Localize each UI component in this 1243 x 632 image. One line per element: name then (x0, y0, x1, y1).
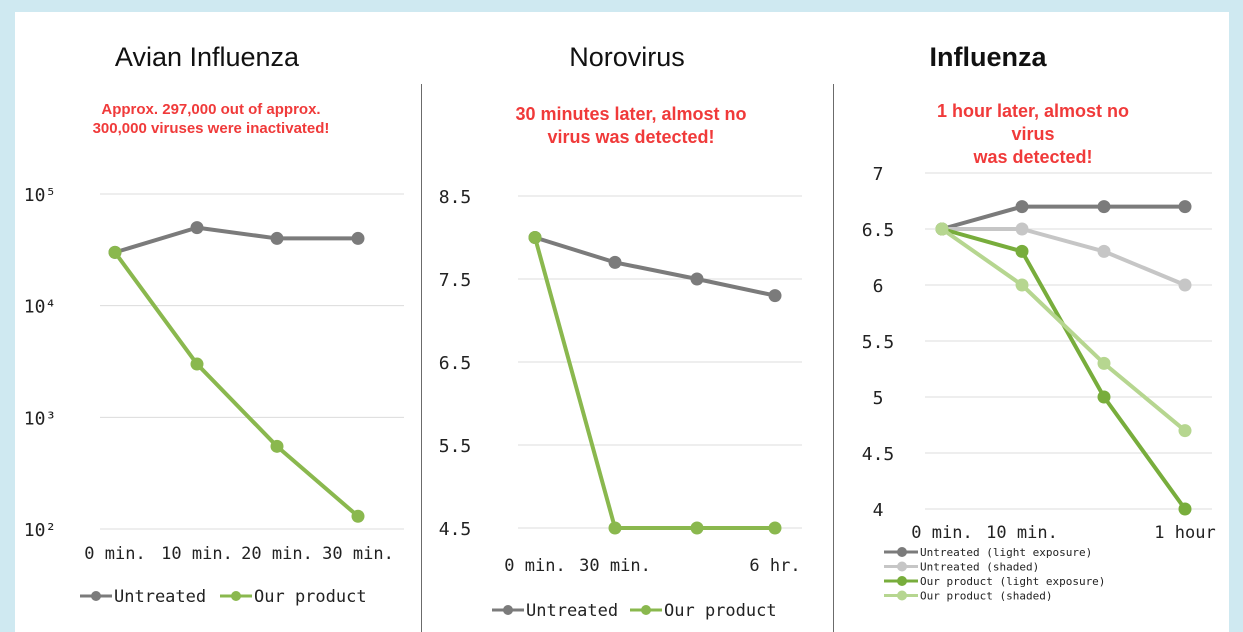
chart-title-norovirus: Norovirus (569, 42, 685, 72)
legend-label: Our product (light exposure) (920, 575, 1105, 588)
data-point (608, 255, 622, 269)
data-point (1097, 200, 1111, 214)
data-point (768, 289, 782, 303)
legend-marker (641, 605, 651, 615)
x-tick-label: 10 min. (986, 523, 1058, 543)
x-tick-label: 30 min. (322, 544, 394, 564)
y-tick-label: 5.5 (862, 332, 895, 353)
series-line (942, 227, 1186, 287)
data-point (108, 245, 122, 259)
data-point (690, 272, 704, 286)
series-line (113, 251, 360, 518)
series-line (941, 204, 1185, 231)
y-tick-label: 10⁴ (24, 297, 57, 318)
legend-marker (897, 561, 907, 572)
x-tick-label: 6 hr. (749, 556, 800, 576)
data-point (1178, 502, 1192, 516)
y-tick-label: 10⁵ (24, 185, 57, 206)
data-point (1015, 200, 1029, 214)
y-tick-label: 10³ (24, 408, 57, 429)
data-point (768, 521, 782, 535)
x-tick-label: 10 min. (161, 544, 233, 564)
callout-avian-influenza: Approx. 297,000 out of approx. 300,000 v… (92, 101, 330, 137)
legend-marker (91, 591, 101, 601)
legend-label: Our product (664, 601, 777, 621)
data-point (351, 509, 365, 523)
chart-title-avian-influenza: Avian Influenza (114, 42, 300, 72)
x-tick-label: 0 min. (84, 544, 145, 564)
y-tick-label: 6 (873, 276, 884, 297)
y-tick-label: 7.5 (439, 270, 472, 291)
data-point (1097, 390, 1111, 404)
y-tick-label: 6.5 (439, 353, 472, 374)
x-tick-label: 1 hour (1154, 523, 1215, 543)
legend-marker (897, 547, 907, 557)
data-point (1097, 356, 1111, 370)
legend-label: Untreated (shaded) (920, 561, 1039, 574)
series-line (533, 236, 775, 530)
y-tick-label: 6.5 (862, 220, 895, 241)
y-tick-label: 7 (873, 164, 884, 185)
legend-marker (897, 576, 907, 586)
legend-label: Our product (254, 587, 367, 607)
y-tick-label: 4.5 (862, 444, 895, 465)
data-point (1178, 424, 1192, 438)
y-tick-label: 4.5 (439, 519, 472, 540)
legend-label: Our product (shaded) (920, 590, 1052, 603)
panel-divider (833, 84, 834, 632)
data-point (1015, 278, 1029, 292)
data-point (1097, 244, 1111, 258)
callout-influenza: 1 hour later, almost no virus was detect… (936, 101, 1130, 167)
data-point (270, 439, 284, 453)
legend-label: Untreated (light exposure) (920, 546, 1092, 559)
data-point (1015, 244, 1029, 258)
data-point (1178, 278, 1192, 292)
legend-marker (231, 591, 241, 601)
x-tick-label: 0 min. (504, 556, 565, 576)
data-point (270, 231, 284, 245)
series-line (940, 227, 1187, 433)
data-point (190, 221, 204, 235)
y-tick-label: 8.5 (439, 187, 472, 208)
y-tick-label: 5.5 (439, 436, 472, 457)
legend-marker (897, 590, 907, 601)
series-line (534, 235, 776, 298)
x-tick-label: 0 min. (911, 523, 972, 543)
y-tick-label: 4 (873, 500, 884, 521)
callout-norovirus: 30 minutes later, almost no virus was de… (515, 104, 747, 147)
y-tick-label: 5 (873, 388, 884, 409)
data-point (351, 231, 365, 245)
data-point (1015, 222, 1029, 236)
panel-divider (421, 84, 422, 632)
data-point (190, 357, 204, 371)
x-tick-label: 20 min. (241, 544, 313, 564)
x-tick-label: 30 min. (579, 556, 651, 576)
data-point (608, 521, 622, 535)
data-point (935, 222, 949, 236)
legend-label: Untreated (526, 601, 618, 621)
legend-marker (503, 605, 513, 615)
data-point (690, 521, 704, 535)
data-point (1178, 200, 1192, 214)
chart-title-influenza: Influenza (929, 42, 1047, 72)
legend-label: Untreated (114, 587, 206, 607)
series-line (114, 225, 358, 255)
y-tick-label: 10² (24, 520, 57, 541)
data-point (528, 231, 542, 244)
